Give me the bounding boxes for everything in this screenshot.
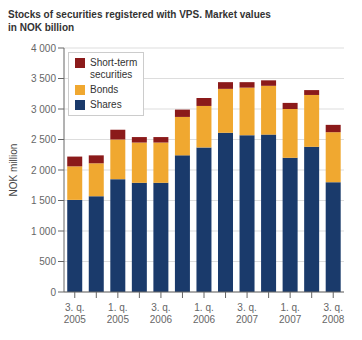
html-text:Bonds: Bonds — [90, 84, 119, 95]
svg-text:1 500: 1 500 — [31, 195, 56, 206]
svg-text:NOK million: NOK million — [8, 144, 19, 197]
svg-text:500: 500 — [39, 256, 56, 267]
svg-text:2 000: 2 000 — [31, 165, 56, 176]
svg-text:1. q.2006: 1. q.2006 — [193, 302, 216, 325]
svg-text:3. q.2008: 3. q.2008 — [322, 302, 345, 325]
svg-text:3. q.2007: 3. q.2007 — [236, 302, 259, 325]
svg-text:3 500: 3 500 — [31, 73, 56, 84]
html-text:Stocks of securities registere: Stocks of securities registered with VPS… — [8, 9, 271, 33]
svg-text:3. q.2006: 3. q.2006 — [150, 302, 173, 325]
svg-text:3 000: 3 000 — [31, 104, 56, 115]
svg-text:4 000: 4 000 — [31, 43, 56, 54]
html-text:Shares: Shares — [90, 99, 122, 110]
svg-text:2 500: 2 500 — [31, 134, 56, 145]
svg-text:1. q.2007: 1. q.2007 — [279, 302, 302, 325]
svg-text:1. q.2005: 1. q.2005 — [107, 302, 130, 325]
svg-text:3. q.2005: 3. q.2005 — [64, 302, 87, 325]
svg-text:0: 0 — [50, 287, 56, 298]
html-text:Short-term securities: Short-term securities — [90, 57, 138, 80]
svg-text:1 000: 1 000 — [31, 226, 56, 237]
